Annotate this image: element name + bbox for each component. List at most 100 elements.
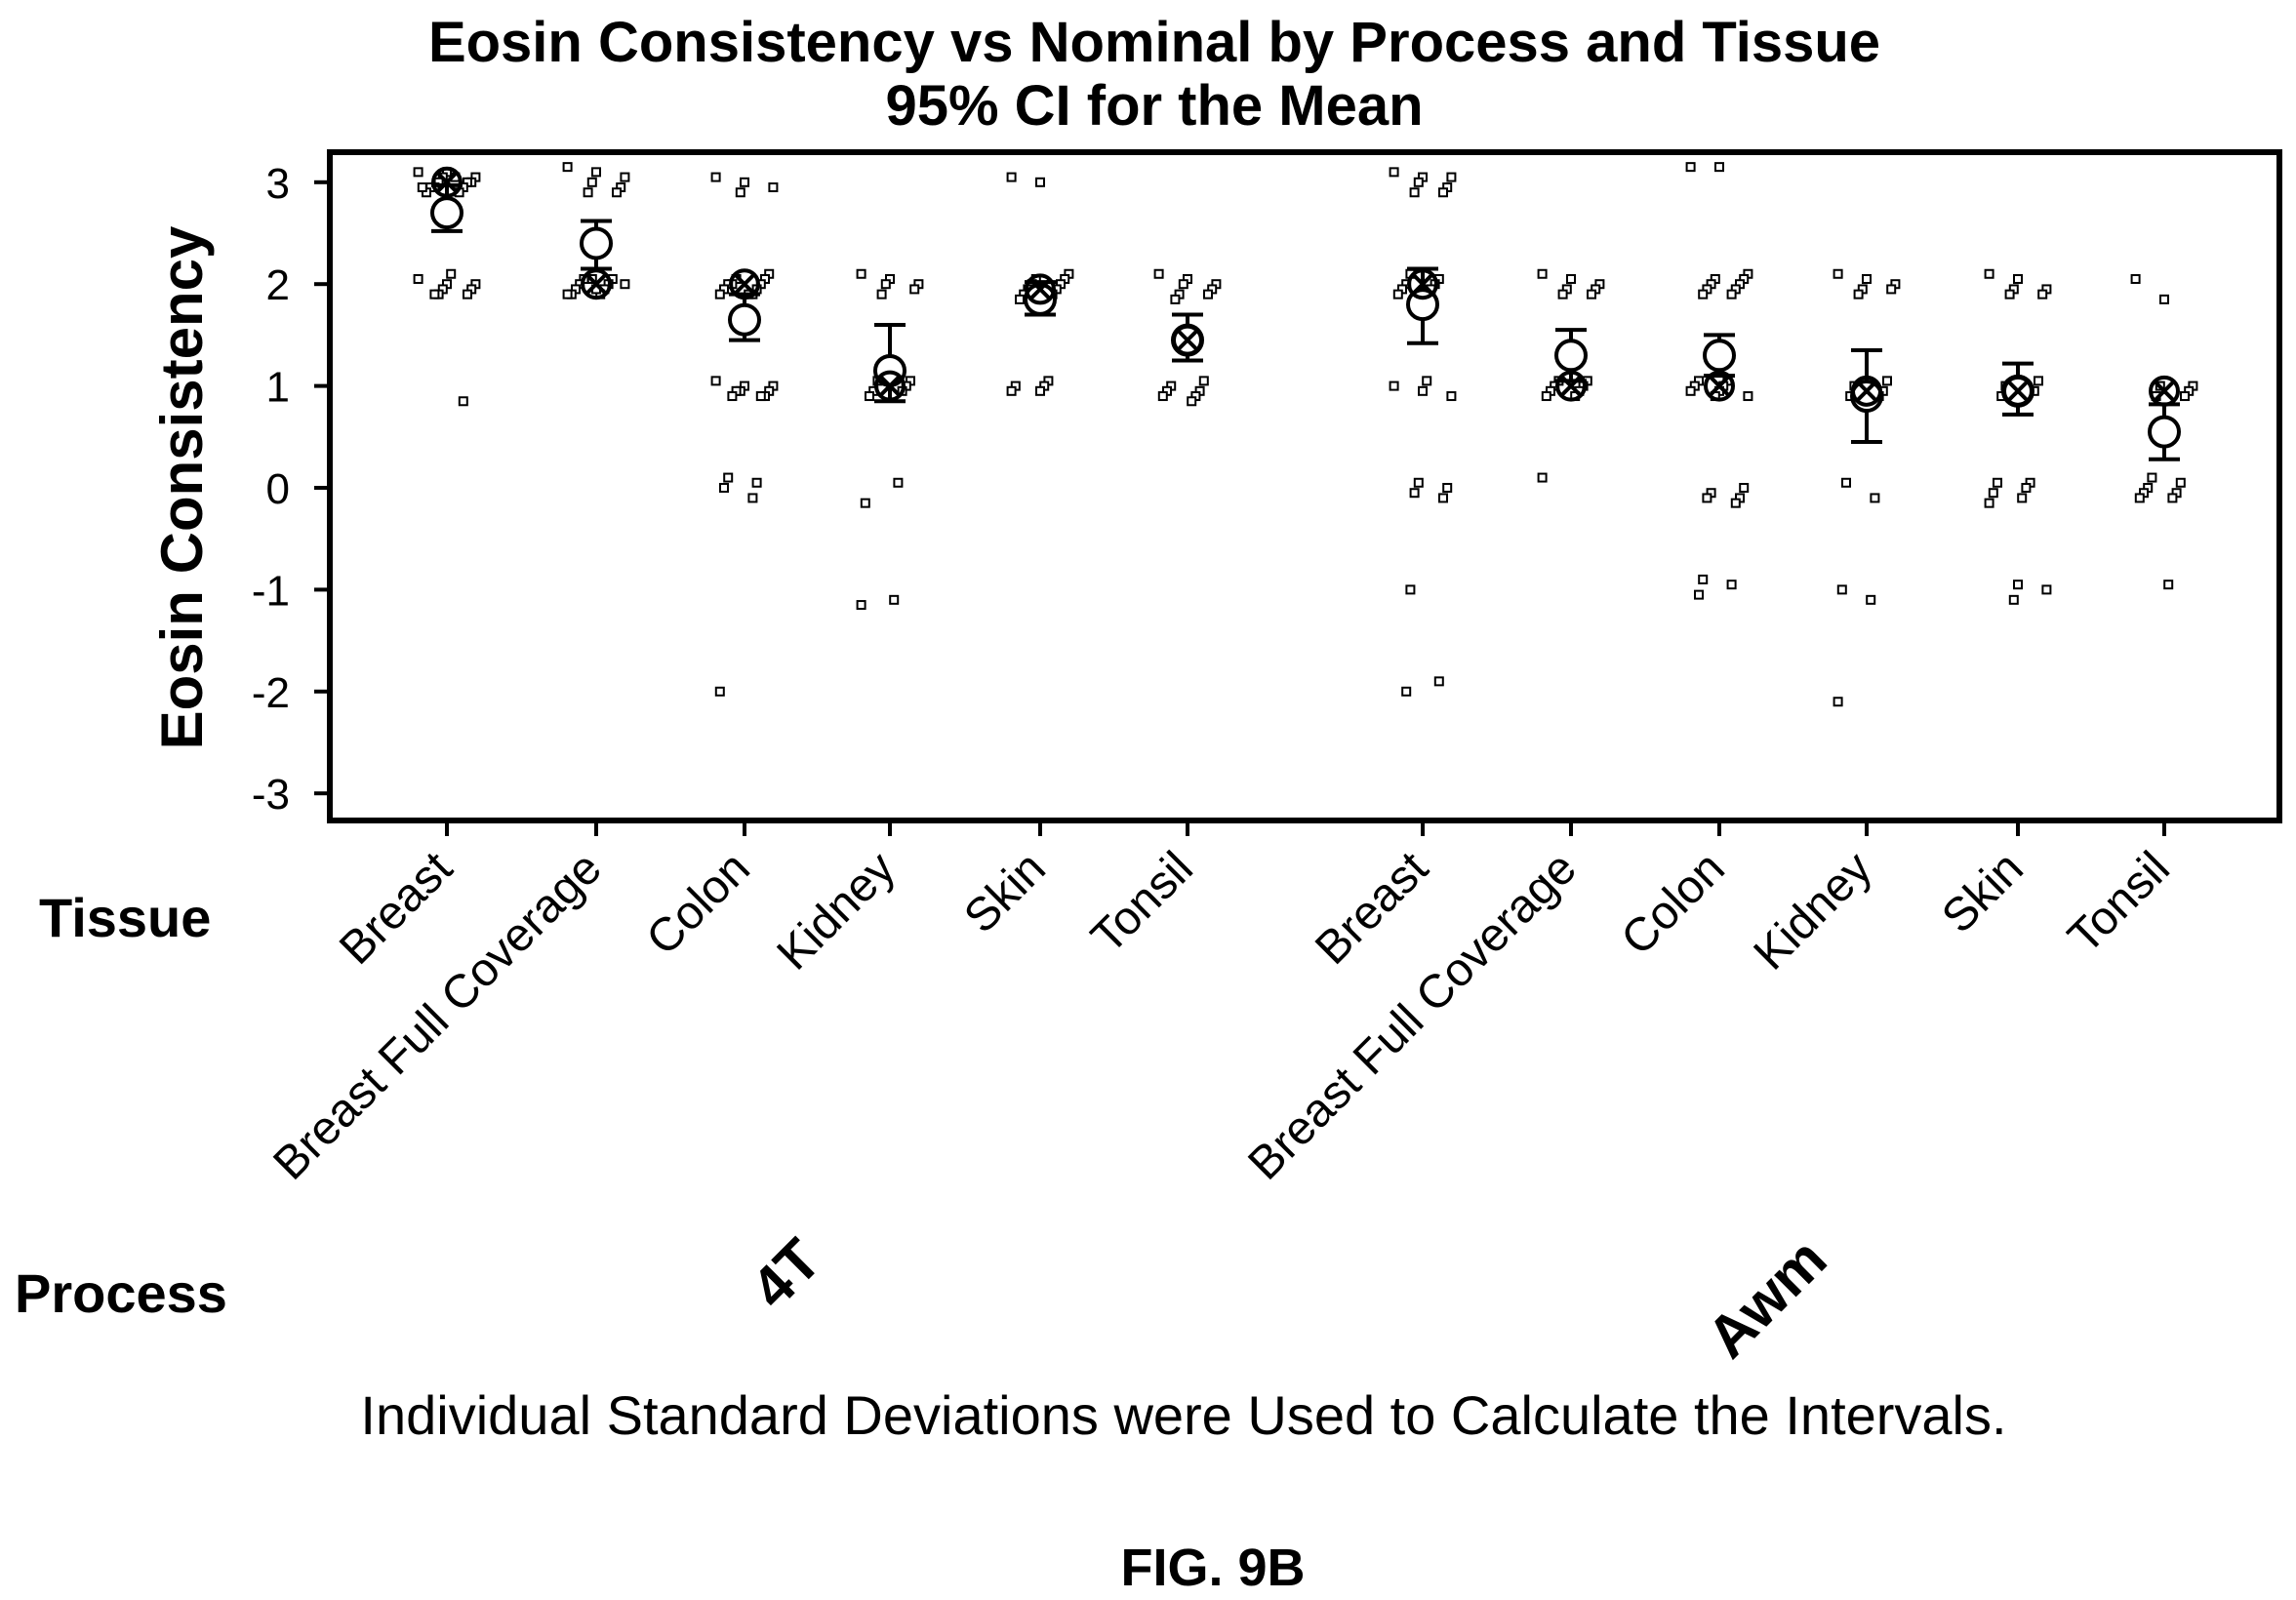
data-point (1170, 294, 1181, 304)
data-point (1833, 268, 1843, 279)
y-tick-label: -3 (252, 771, 290, 819)
data-point (1442, 483, 1453, 493)
data-point (1389, 167, 1399, 178)
y-axis-label: Eosin Consistency (149, 225, 215, 749)
y-tick-label: 2 (266, 261, 290, 309)
data-point (2147, 472, 2157, 483)
median-cross (2154, 380, 2175, 402)
mean-marker (580, 226, 613, 260)
chart-marks (413, 162, 2198, 707)
y-tick-label: 3 (266, 160, 290, 208)
data-point (458, 396, 468, 407)
x-tick-label: Breast (330, 842, 463, 975)
data-point (620, 172, 630, 182)
data-point (2021, 483, 2032, 493)
x-tick-label: Skin (954, 842, 1056, 943)
data-point (710, 172, 721, 182)
mean-marker (1024, 282, 1057, 316)
data-point (865, 391, 874, 402)
data-point (1984, 498, 1994, 508)
y-tick-label: 1 (266, 364, 290, 412)
data-point (1413, 477, 1424, 488)
data-point (1433, 676, 1444, 687)
median-marker (729, 268, 760, 300)
x-tick-label: Kidney (768, 842, 906, 980)
process-labels: 4T Awm (739, 1226, 1838, 1371)
data-point (1984, 268, 1994, 279)
data-point (1730, 498, 1741, 508)
data-point (1726, 289, 1737, 300)
data-point (1006, 172, 1017, 182)
data-point (562, 162, 573, 173)
data-point (747, 493, 758, 503)
data-point (714, 686, 725, 697)
data-point (1685, 162, 1696, 173)
data-point (893, 477, 904, 488)
data-point (860, 498, 870, 508)
data-point (1541, 391, 1551, 402)
data-point (620, 279, 630, 290)
data-point (1422, 376, 1432, 386)
data-point (1853, 289, 1864, 300)
data-point (1587, 289, 1596, 300)
data-point (446, 268, 457, 279)
data-point (710, 376, 721, 386)
x-tick-label: Breast (1306, 842, 1438, 975)
x-tick-label: Tonsil (1082, 842, 1203, 963)
median-marker (1704, 370, 1735, 402)
data-point (751, 477, 762, 488)
figure-label: FIG. 9B (1120, 1539, 1305, 1597)
data-point (1203, 289, 1213, 300)
median-cross (1029, 279, 1051, 300)
median-marker (1555, 370, 1587, 402)
data-point (1743, 391, 1753, 402)
median-marker (2002, 375, 2034, 407)
data-point (2017, 493, 2028, 503)
data-point (719, 483, 729, 493)
tissue-row-label: Tissue (39, 887, 211, 948)
data-point (2163, 580, 2174, 590)
data-point (723, 472, 734, 483)
data-point (1882, 376, 1892, 386)
data-point (889, 594, 900, 605)
data-point (1446, 391, 1457, 402)
data-point (1409, 187, 1420, 198)
data-point (1739, 483, 1750, 493)
data-point (1698, 574, 1709, 584)
data-point (1418, 385, 1428, 396)
median-marker (431, 166, 463, 198)
data-point (2013, 580, 2023, 590)
median-cross (1856, 380, 1877, 402)
data-point (1537, 268, 1548, 279)
data-point (429, 289, 440, 300)
data-point (1886, 284, 1897, 295)
data-point (1392, 289, 1403, 300)
data-point (1685, 385, 1696, 396)
data-point (413, 167, 423, 178)
y-tick-label: -1 (252, 567, 290, 615)
x-tick-label: Colon (1612, 842, 1735, 965)
data-point (1438, 187, 1448, 198)
median-cross (585, 273, 607, 295)
mean-marker (2148, 415, 2181, 449)
data-point (1870, 493, 1880, 503)
data-point (2159, 294, 2169, 304)
data-point (562, 289, 573, 300)
median-marker (581, 268, 612, 300)
data-point (768, 182, 779, 193)
data-point (413, 273, 423, 284)
mean-marker (728, 302, 761, 337)
data-point (1409, 488, 1420, 499)
data-point (856, 268, 866, 279)
data-point (2130, 273, 2141, 284)
data-point (1413, 177, 1424, 187)
data-point (1405, 584, 1416, 595)
process-label: Awm (1695, 1226, 1839, 1371)
data-point (1015, 294, 1025, 304)
x-tick-label: Kidney (1745, 842, 1882, 980)
data-point (1187, 396, 1197, 407)
process-label: 4T (739, 1226, 833, 1321)
data-point (463, 289, 472, 300)
data-point (1694, 589, 1704, 600)
data-point (714, 289, 725, 300)
